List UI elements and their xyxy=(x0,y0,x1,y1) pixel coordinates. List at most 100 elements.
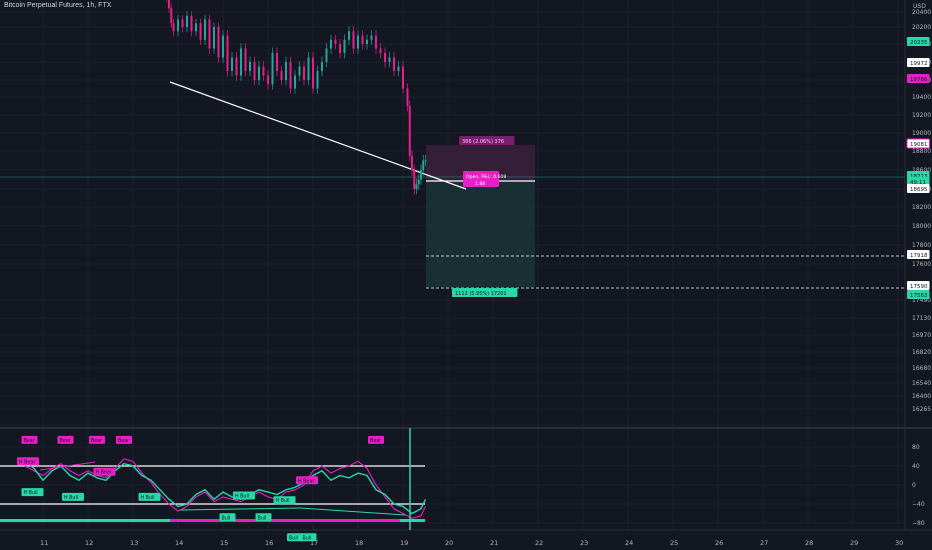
price-tick-label: 19200 xyxy=(912,112,931,119)
osc-label-box xyxy=(93,467,116,476)
osc-label: Bull xyxy=(289,535,298,541)
osc-label-box xyxy=(273,496,296,505)
osc-label: Bull xyxy=(222,515,231,521)
osc-label-box xyxy=(296,476,318,485)
price-tick-label: 18000 xyxy=(912,223,931,230)
candle-down xyxy=(208,19,211,49)
time-tick-label: 17 xyxy=(310,539,318,547)
candle-up xyxy=(388,57,391,62)
price-tick-label: 16680 xyxy=(912,365,931,372)
time-tick-label: 19 xyxy=(400,539,408,547)
candle-up xyxy=(177,19,179,32)
candle-up xyxy=(271,53,274,85)
candle-down xyxy=(267,75,269,85)
osc-label-box xyxy=(21,435,38,444)
candle-down xyxy=(276,53,278,71)
candle-down xyxy=(406,88,409,106)
osc-label: Bull xyxy=(258,515,267,521)
divergence-line xyxy=(299,507,406,516)
candle-down xyxy=(280,71,283,80)
candle-down xyxy=(190,15,193,32)
candle-up xyxy=(397,66,400,71)
price-tick-label: 20200 xyxy=(912,24,931,31)
candle-down xyxy=(393,57,395,71)
time-tick-label: 20 xyxy=(445,539,453,547)
candle-up xyxy=(204,19,206,40)
price-tick-label: 16400 xyxy=(912,393,931,400)
osc-label-box xyxy=(89,435,105,444)
candle-down xyxy=(413,170,416,189)
currency-label: USD xyxy=(913,3,926,10)
price-tick-label: 17600 xyxy=(912,261,931,268)
candle-up xyxy=(325,48,328,62)
candle-down xyxy=(199,23,202,40)
candle-down xyxy=(334,39,337,44)
candle-up xyxy=(321,62,323,71)
osc-label-box xyxy=(287,533,303,542)
candle-down xyxy=(226,35,229,71)
price-marker-17590: 17590 xyxy=(910,284,928,290)
time-tick-label: 18 xyxy=(355,539,363,547)
price-tick-label: 20400 xyxy=(912,9,931,16)
time-tick-label: 13 xyxy=(130,539,138,547)
target-label-box xyxy=(459,136,515,145)
price-marker-18695: 18695 xyxy=(910,187,928,193)
price-tick-label: 17130 xyxy=(912,315,931,322)
candle-up xyxy=(420,170,422,180)
candle-down xyxy=(168,0,170,9)
price-tick-label: 18200 xyxy=(912,204,931,211)
osc-label: H Bull xyxy=(141,495,155,501)
price-tick-label: 19000 xyxy=(912,130,931,137)
stop-label: 1112 (5.95%) 17201 xyxy=(455,291,507,297)
candle-up xyxy=(424,160,427,162)
price-marker-19786-box xyxy=(907,74,930,83)
osc-label-box xyxy=(368,435,384,444)
candle-up xyxy=(357,35,359,49)
candle-up xyxy=(316,71,319,89)
time-tick-label: 21 xyxy=(490,539,498,547)
candle-down xyxy=(379,48,382,53)
price-marker-19081-box xyxy=(906,138,930,149)
candle-down xyxy=(181,19,184,27)
candle-up xyxy=(415,184,418,189)
candle-down xyxy=(312,57,314,89)
candle-down xyxy=(217,27,220,58)
time-tick-label: 12 xyxy=(85,539,93,547)
osc-label-box xyxy=(21,488,44,497)
candle-down xyxy=(375,35,377,49)
price-marker-17563: 17563 xyxy=(910,293,928,299)
candle-up xyxy=(370,35,373,40)
osc-tick-label: 0 xyxy=(912,482,916,489)
candle-up xyxy=(348,31,350,40)
price-marker-20235: 20235 xyxy=(910,40,928,46)
osc-label: Bear xyxy=(60,438,71,444)
osc-label: H Bear xyxy=(96,470,112,476)
osc-label-box xyxy=(138,492,161,501)
time-tick-label: 29 xyxy=(850,539,858,547)
osc-label: Bear xyxy=(370,438,381,444)
osc-tick-label: 40 xyxy=(912,463,920,470)
time-tick-label: 27 xyxy=(760,539,768,547)
price-tick-label: 16820 xyxy=(912,349,931,356)
entry-label-line2: 1.88 xyxy=(475,181,485,187)
price-tick-label: 17800 xyxy=(912,242,931,249)
osc-label-box xyxy=(219,513,236,522)
osc-signal-line xyxy=(24,458,426,519)
osc-label-box xyxy=(57,435,74,444)
time-tick-label: 16 xyxy=(265,539,273,547)
price-marker-19081: 19081 xyxy=(910,142,928,148)
candle-up xyxy=(285,62,287,80)
candle-down xyxy=(235,57,238,76)
time-tick-label: 23 xyxy=(580,539,588,547)
time-tick-label: 25 xyxy=(670,539,678,547)
stop-label-box xyxy=(452,288,518,297)
stop-zone xyxy=(426,181,535,287)
chart-title: Bitcoin Perpetual Futures, 1h, FTX xyxy=(4,2,112,9)
candle-down xyxy=(402,66,404,89)
candle-down xyxy=(170,8,173,24)
price-marker-19972: 19972 xyxy=(910,61,928,67)
time-tick-label: 15 xyxy=(220,539,228,547)
price-marker-19786: 19786 xyxy=(910,77,928,83)
